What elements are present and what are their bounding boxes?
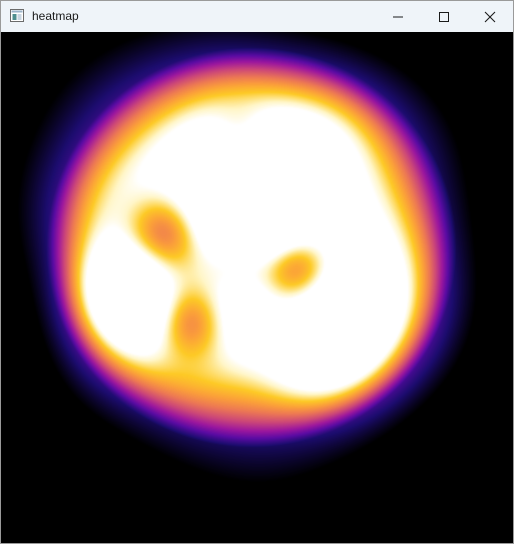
title-bar[interactable]: heatmap [1,1,513,32]
maximize-button[interactable] [421,1,467,32]
minimize-icon [393,16,403,18]
heatmap-canvas[interactable] [1,32,513,543]
close-icon [484,11,496,23]
minimize-button[interactable] [375,1,421,32]
heatmap-view[interactable] [1,32,513,543]
app-window-icon[interactable] [10,9,24,22]
window-title: heatmap [32,9,79,23]
close-button[interactable] [467,1,513,32]
maximize-icon [439,12,449,22]
